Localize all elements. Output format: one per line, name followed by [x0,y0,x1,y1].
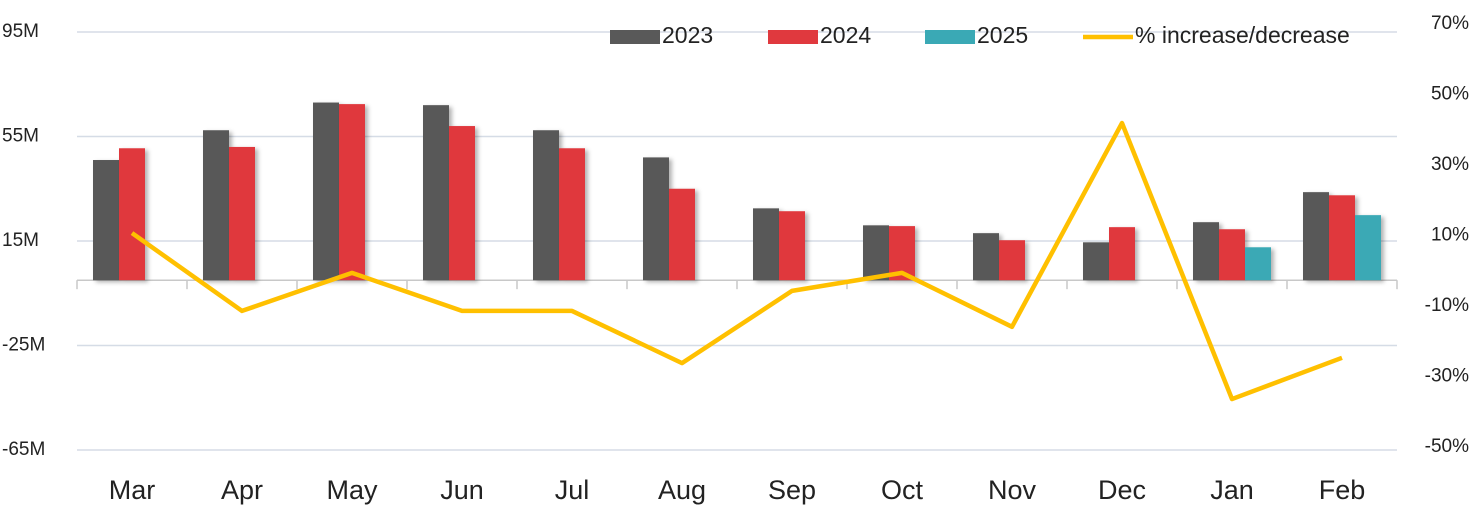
bar [93,160,119,281]
legend-swatch [925,30,975,44]
bar [1355,215,1381,281]
y2-tick-label: 30% [1431,154,1469,175]
bar [119,148,145,281]
x-tick-label: Apr [221,475,263,505]
bar [313,102,339,281]
bar [999,240,1025,281]
bar [669,188,695,281]
x-tick-label: Dec [1098,475,1146,505]
legend-swatch [768,30,818,44]
y-tick-label: 15M [2,230,39,251]
x-tick-label: Sep [768,475,816,505]
bar [559,148,585,281]
x-tick-label: Jun [440,475,484,505]
bar [863,225,889,281]
bar [1303,192,1329,281]
x-tick-label: Aug [658,475,706,505]
bar [643,157,669,281]
x-tick-label: Feb [1319,475,1366,505]
bar [1219,229,1245,281]
bar [779,211,805,281]
line-series [130,120,1343,402]
bar [423,105,449,281]
y-tick-label: -65M [2,439,45,460]
bar [1329,195,1355,281]
legend-label: 2023 [662,22,713,48]
y2-tick-label: 10% [1431,225,1469,246]
bar [1083,242,1109,281]
legend-label: % increase/decrease [1135,22,1350,48]
bar [753,208,779,281]
x-tick-label: Oct [881,475,924,505]
y2-tick-label: -30% [1425,366,1469,387]
bar [1193,222,1219,281]
x-tick-label: Nov [988,475,1037,505]
legend-label: 2024 [820,22,871,48]
bar [533,130,559,281]
bar [229,146,255,281]
bar [1245,247,1271,281]
y2-tick-label: 50% [1431,84,1469,105]
bar [203,130,229,281]
bar [339,104,365,281]
x-tick-label: May [326,475,378,505]
y2-tick-label: 70% [1431,13,1469,34]
y-tick-label: -25M [2,335,45,356]
x-tick-label: Jan [1210,475,1254,505]
y-tick-label: 95M [2,21,39,42]
legend-label: 2025 [977,22,1028,48]
bar [973,233,999,281]
y2-tick-label: -10% [1425,295,1469,316]
y2-tick-label: -50% [1425,436,1469,457]
y-tick-label: 55M [2,126,39,147]
bar [449,126,475,281]
bar [1109,227,1135,281]
x-tick-label: Jul [555,475,590,505]
x-tick-label: Mar [109,475,156,505]
legend-swatch [610,30,660,44]
